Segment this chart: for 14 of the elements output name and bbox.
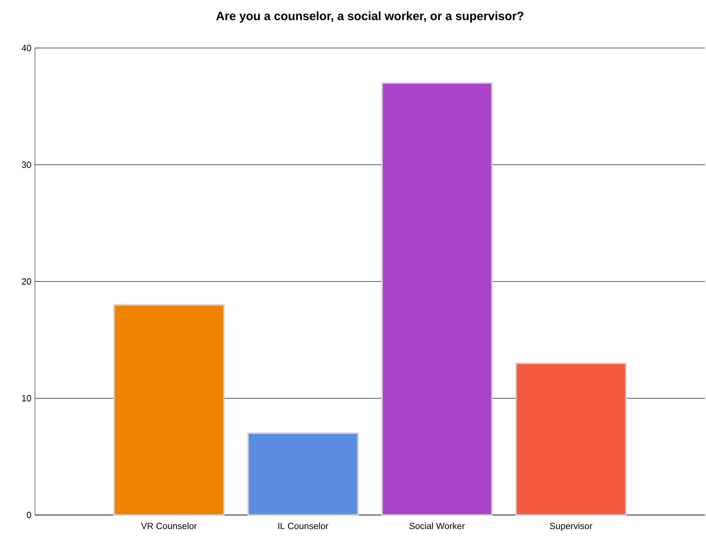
- y-tick-label: 30: [22, 162, 32, 168]
- x-tick-label: Social Worker: [409, 522, 465, 530]
- y-tick-label: 0: [26, 512, 32, 518]
- y-tick-label: 20: [22, 278, 32, 285]
- y-tick-label: 10: [22, 395, 32, 402]
- bar: [515, 362, 627, 516]
- bar: [113, 304, 225, 516]
- x-tick-label: IL Counselor: [278, 522, 328, 530]
- bar: [381, 82, 493, 516]
- bar: [247, 432, 359, 516]
- y-tick-label: 40: [22, 44, 32, 52]
- x-tick-label: VR Counselor: [141, 522, 197, 530]
- chart-title: Are you a counselor, a social worker, or a supervisor?: [216, 11, 524, 23]
- x-tick-label: Supervisor: [550, 522, 592, 531]
